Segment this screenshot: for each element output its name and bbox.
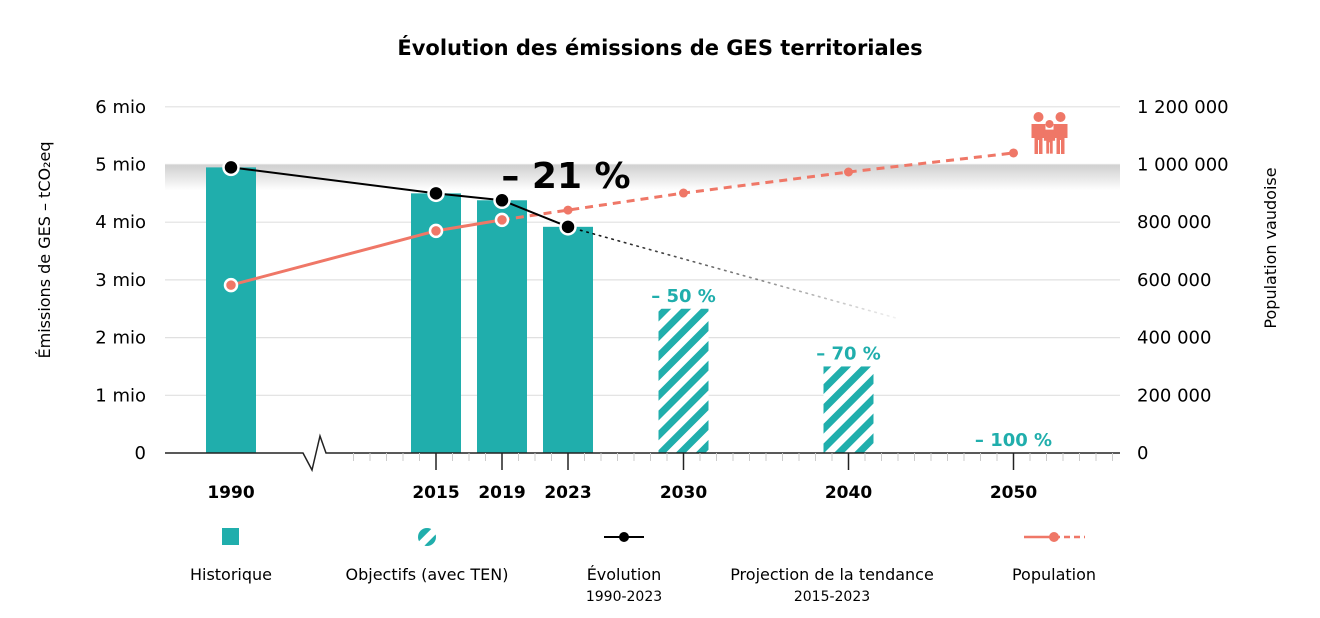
bar-historique-2019: [477, 200, 527, 453]
y-left-tick-label: 3 mio: [95, 270, 146, 291]
bar-objectif-2040: [823, 366, 874, 453]
y-axis-right-label: Population vaudoise: [1261, 167, 1280, 328]
evolution-point-2015: [427, 184, 445, 203]
person-body: [1053, 124, 1068, 154]
y-right-tick-label: 600 000: [1137, 270, 1211, 291]
y-right-tick-label: 400 000: [1137, 328, 1211, 349]
legend-swatch-objectifs: [418, 528, 436, 546]
population-point-2040: [844, 167, 853, 177]
bar-historique-2023: [543, 226, 593, 453]
population-point-2030: [679, 188, 688, 198]
y-right-tick-label: 1 000 000: [1137, 155, 1229, 176]
legend-label: Objectifs (avec TEN): [346, 565, 509, 584]
population-point-2019: [494, 212, 510, 228]
bar-objectif-2030: [658, 308, 709, 453]
y-left-tick-label: 0: [135, 443, 146, 464]
legend-label: Population: [1012, 565, 1096, 584]
y-right-tick-label: 1 200 000: [1137, 97, 1229, 118]
person-head: [1045, 120, 1054, 128]
person-head: [1055, 112, 1066, 122]
person-icon: [1053, 112, 1068, 154]
y-left-tick-label: 4 mio: [95, 212, 146, 233]
person-body: [1043, 129, 1056, 154]
x-tick-label: 2040: [825, 483, 872, 503]
projection-line: [567, 226, 899, 320]
x-tick-label: 2023: [544, 483, 591, 503]
x-tick-label: 2030: [660, 483, 707, 503]
evolution-point-1990: [222, 158, 240, 177]
y-left-tick-label: 1 mio: [95, 385, 146, 406]
x-tick-label: 2050: [990, 483, 1037, 503]
objective-label-2040: – 70 %: [816, 343, 881, 364]
evolution-point-2019: [493, 191, 511, 210]
person-head: [1033, 112, 1044, 122]
legend-sublabel: 1990-2023: [586, 589, 662, 605]
evolution-line: [230, 166, 569, 228]
person-body: [1031, 124, 1046, 154]
person-icon: [1043, 120, 1056, 154]
evolution-annotation: – 21 %: [501, 156, 630, 197]
x-tick-label: 2015: [412, 483, 459, 503]
y-right-tick-label: 0: [1137, 443, 1148, 464]
reference-band: [165, 164, 1120, 191]
legend-label: Historique: [190, 565, 272, 584]
population-point-2023: [563, 205, 573, 215]
population-point-1990: [223, 277, 239, 293]
legend-swatch-historique: [222, 528, 239, 545]
chart-title: Évolution des émissions de GES territori…: [397, 35, 922, 60]
bar-historique-1990: [206, 167, 256, 453]
legend-label: Projection de la tendance: [730, 565, 934, 584]
objective-label-2050: – 100 %: [975, 430, 1052, 451]
legend-label: Évolution: [587, 565, 662, 584]
y-left-tick-label: 2 mio: [95, 328, 146, 349]
legend-dot-population: [1049, 532, 1059, 542]
y-left-tick-label: 6 mio: [95, 97, 146, 118]
legend-dot-evolution: [619, 532, 629, 542]
population-line: [230, 218, 503, 287]
population-point-2050: [1009, 148, 1018, 158]
person-icon: [1031, 112, 1046, 154]
hatch-swatch: [418, 528, 436, 546]
x-tick-label: 1990: [207, 483, 254, 503]
x-axis: [165, 433, 1120, 473]
y-right-tick-label: 800 000: [1137, 212, 1211, 233]
y-axis-left-label: Émissions de GES – tCO₂eq: [35, 142, 54, 359]
y-left-tick-label: 5 mio: [95, 155, 146, 176]
objective-label-2030: – 50 %: [651, 286, 716, 307]
y-right-tick-label: 200 000: [1137, 385, 1211, 406]
x-tick-label: 2019: [478, 483, 525, 503]
family-icon: [1031, 112, 1068, 154]
evolution-point-2023: [559, 218, 577, 236]
legend-sublabel: 2015-2023: [794, 589, 870, 605]
population-point-2015: [428, 223, 444, 239]
